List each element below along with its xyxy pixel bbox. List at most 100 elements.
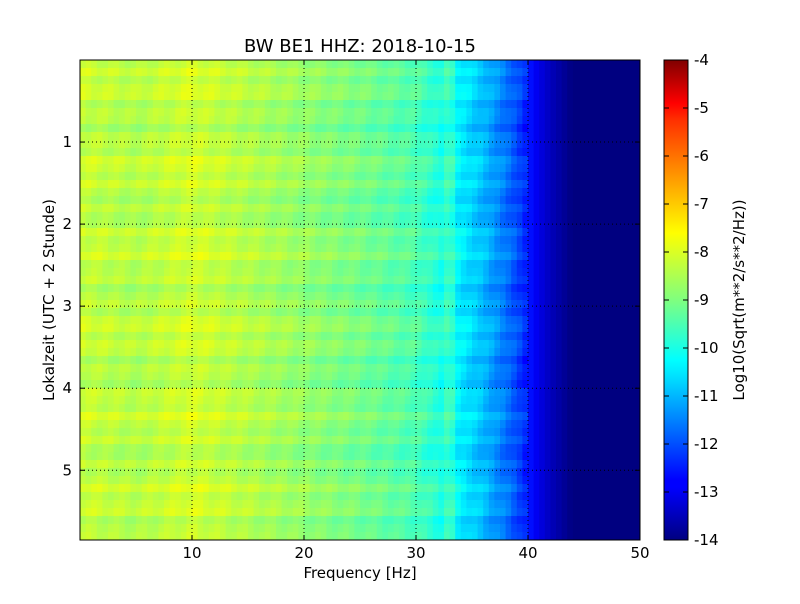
heatmap-cell: [634, 300, 640, 309]
heatmap-cell: [180, 148, 187, 157]
heatmap-cell: [623, 228, 630, 237]
heatmap-cell: [567, 68, 574, 77]
heatmap-cell: [80, 180, 87, 189]
heatmap-cell: [427, 372, 434, 381]
heatmap-cell: [628, 404, 635, 413]
heatmap-cell: [416, 92, 423, 101]
heatmap-cell: [264, 140, 271, 149]
heatmap-cell: [556, 204, 563, 213]
heatmap-cell: [203, 356, 210, 365]
heatmap-cell: [326, 324, 333, 333]
heatmap-cell: [158, 164, 165, 173]
heatmap-cell: [248, 292, 255, 301]
heatmap-cell: [197, 444, 204, 453]
heatmap-cell: [264, 452, 271, 461]
heatmap-cell: [488, 260, 495, 269]
heatmap-cell: [281, 404, 288, 413]
heatmap-cell: [152, 228, 159, 237]
heatmap-cell: [533, 324, 540, 333]
heatmap-cell: [404, 372, 411, 381]
heatmap-cell: [399, 244, 406, 253]
heatmap-cell: [500, 284, 507, 293]
heatmap-cell: [348, 428, 355, 437]
heatmap-cell: [354, 444, 361, 453]
heatmap-cell: [488, 372, 495, 381]
heatmap-cell: [365, 180, 372, 189]
heatmap-cell: [343, 436, 350, 445]
heatmap-cell: [595, 60, 602, 69]
heatmap-cell: [606, 180, 613, 189]
heatmap-cell: [371, 300, 378, 309]
heatmap-cell: [270, 420, 277, 429]
heatmap-cell: [438, 380, 445, 389]
heatmap-cell: [488, 444, 495, 453]
heatmap-cell: [197, 356, 204, 365]
heatmap-cell: [326, 292, 333, 301]
heatmap-cell: [421, 244, 428, 253]
heatmap-cell: [141, 92, 148, 101]
heatmap-cell: [528, 220, 535, 229]
heatmap-cell: [108, 356, 115, 365]
heatmap-cell: [192, 228, 199, 237]
heatmap-cell: [315, 92, 322, 101]
heatmap-cell: [455, 188, 462, 197]
heatmap-cell: [500, 404, 507, 413]
heatmap-cell: [180, 412, 187, 421]
heatmap-cell: [326, 100, 333, 109]
heatmap-cell: [276, 444, 283, 453]
heatmap-cell: [124, 324, 131, 333]
heatmap-cell: [253, 316, 260, 325]
heatmap-cell: [80, 268, 87, 277]
heatmap-cell: [108, 140, 115, 149]
heatmap-cell: [231, 124, 238, 133]
heatmap-cell: [528, 300, 535, 309]
heatmap-cell: [119, 364, 126, 373]
heatmap-cell: [80, 276, 87, 285]
heatmap-cell: [360, 68, 367, 77]
heatmap-cell: [248, 284, 255, 293]
heatmap-cell: [124, 292, 131, 301]
heatmap-cell: [354, 220, 361, 229]
heatmap-cell: [617, 108, 624, 117]
heatmap-cell: [584, 284, 591, 293]
heatmap-cell: [315, 140, 322, 149]
heatmap-cell: [544, 108, 551, 117]
heatmap-cell: [102, 132, 109, 141]
heatmap-cell: [550, 172, 557, 181]
heatmap-cell: [365, 396, 372, 405]
heatmap-cell: [180, 236, 187, 245]
heatmap-cell: [460, 340, 467, 349]
heatmap-cell: [556, 372, 563, 381]
heatmap-cell: [494, 132, 501, 141]
heatmap-cell: [231, 212, 238, 221]
heatmap-cell: [472, 204, 479, 213]
heatmap-cell: [236, 228, 243, 237]
heatmap-cell: [600, 284, 607, 293]
heatmap-cell: [410, 212, 417, 221]
heatmap-cell: [488, 204, 495, 213]
heatmap-cell: [85, 172, 92, 181]
heatmap-cell: [449, 420, 456, 429]
heatmap-cell: [449, 436, 456, 445]
heatmap-cell: [365, 244, 372, 253]
heatmap-cell: [416, 196, 423, 205]
heatmap-cell: [600, 324, 607, 333]
heatmap-cell: [91, 156, 98, 165]
heatmap-cell: [623, 172, 630, 181]
heatmap-cell: [214, 60, 221, 69]
heatmap-cell: [572, 308, 579, 317]
heatmap-cell: [427, 244, 434, 253]
heatmap-cell: [108, 60, 115, 69]
heatmap-cell: [505, 236, 512, 245]
heatmap-cell: [96, 84, 103, 93]
heatmap-cell: [113, 228, 120, 237]
heatmap-cell: [253, 276, 260, 285]
heatmap-cell: [634, 228, 640, 237]
heatmap-cell: [404, 212, 411, 221]
heatmap-cell: [634, 236, 640, 245]
heatmap-cell: [248, 396, 255, 405]
heatmap-cell: [623, 180, 630, 189]
heatmap-cell: [281, 308, 288, 317]
heatmap-cell: [376, 236, 383, 245]
heatmap-cell: [276, 372, 283, 381]
